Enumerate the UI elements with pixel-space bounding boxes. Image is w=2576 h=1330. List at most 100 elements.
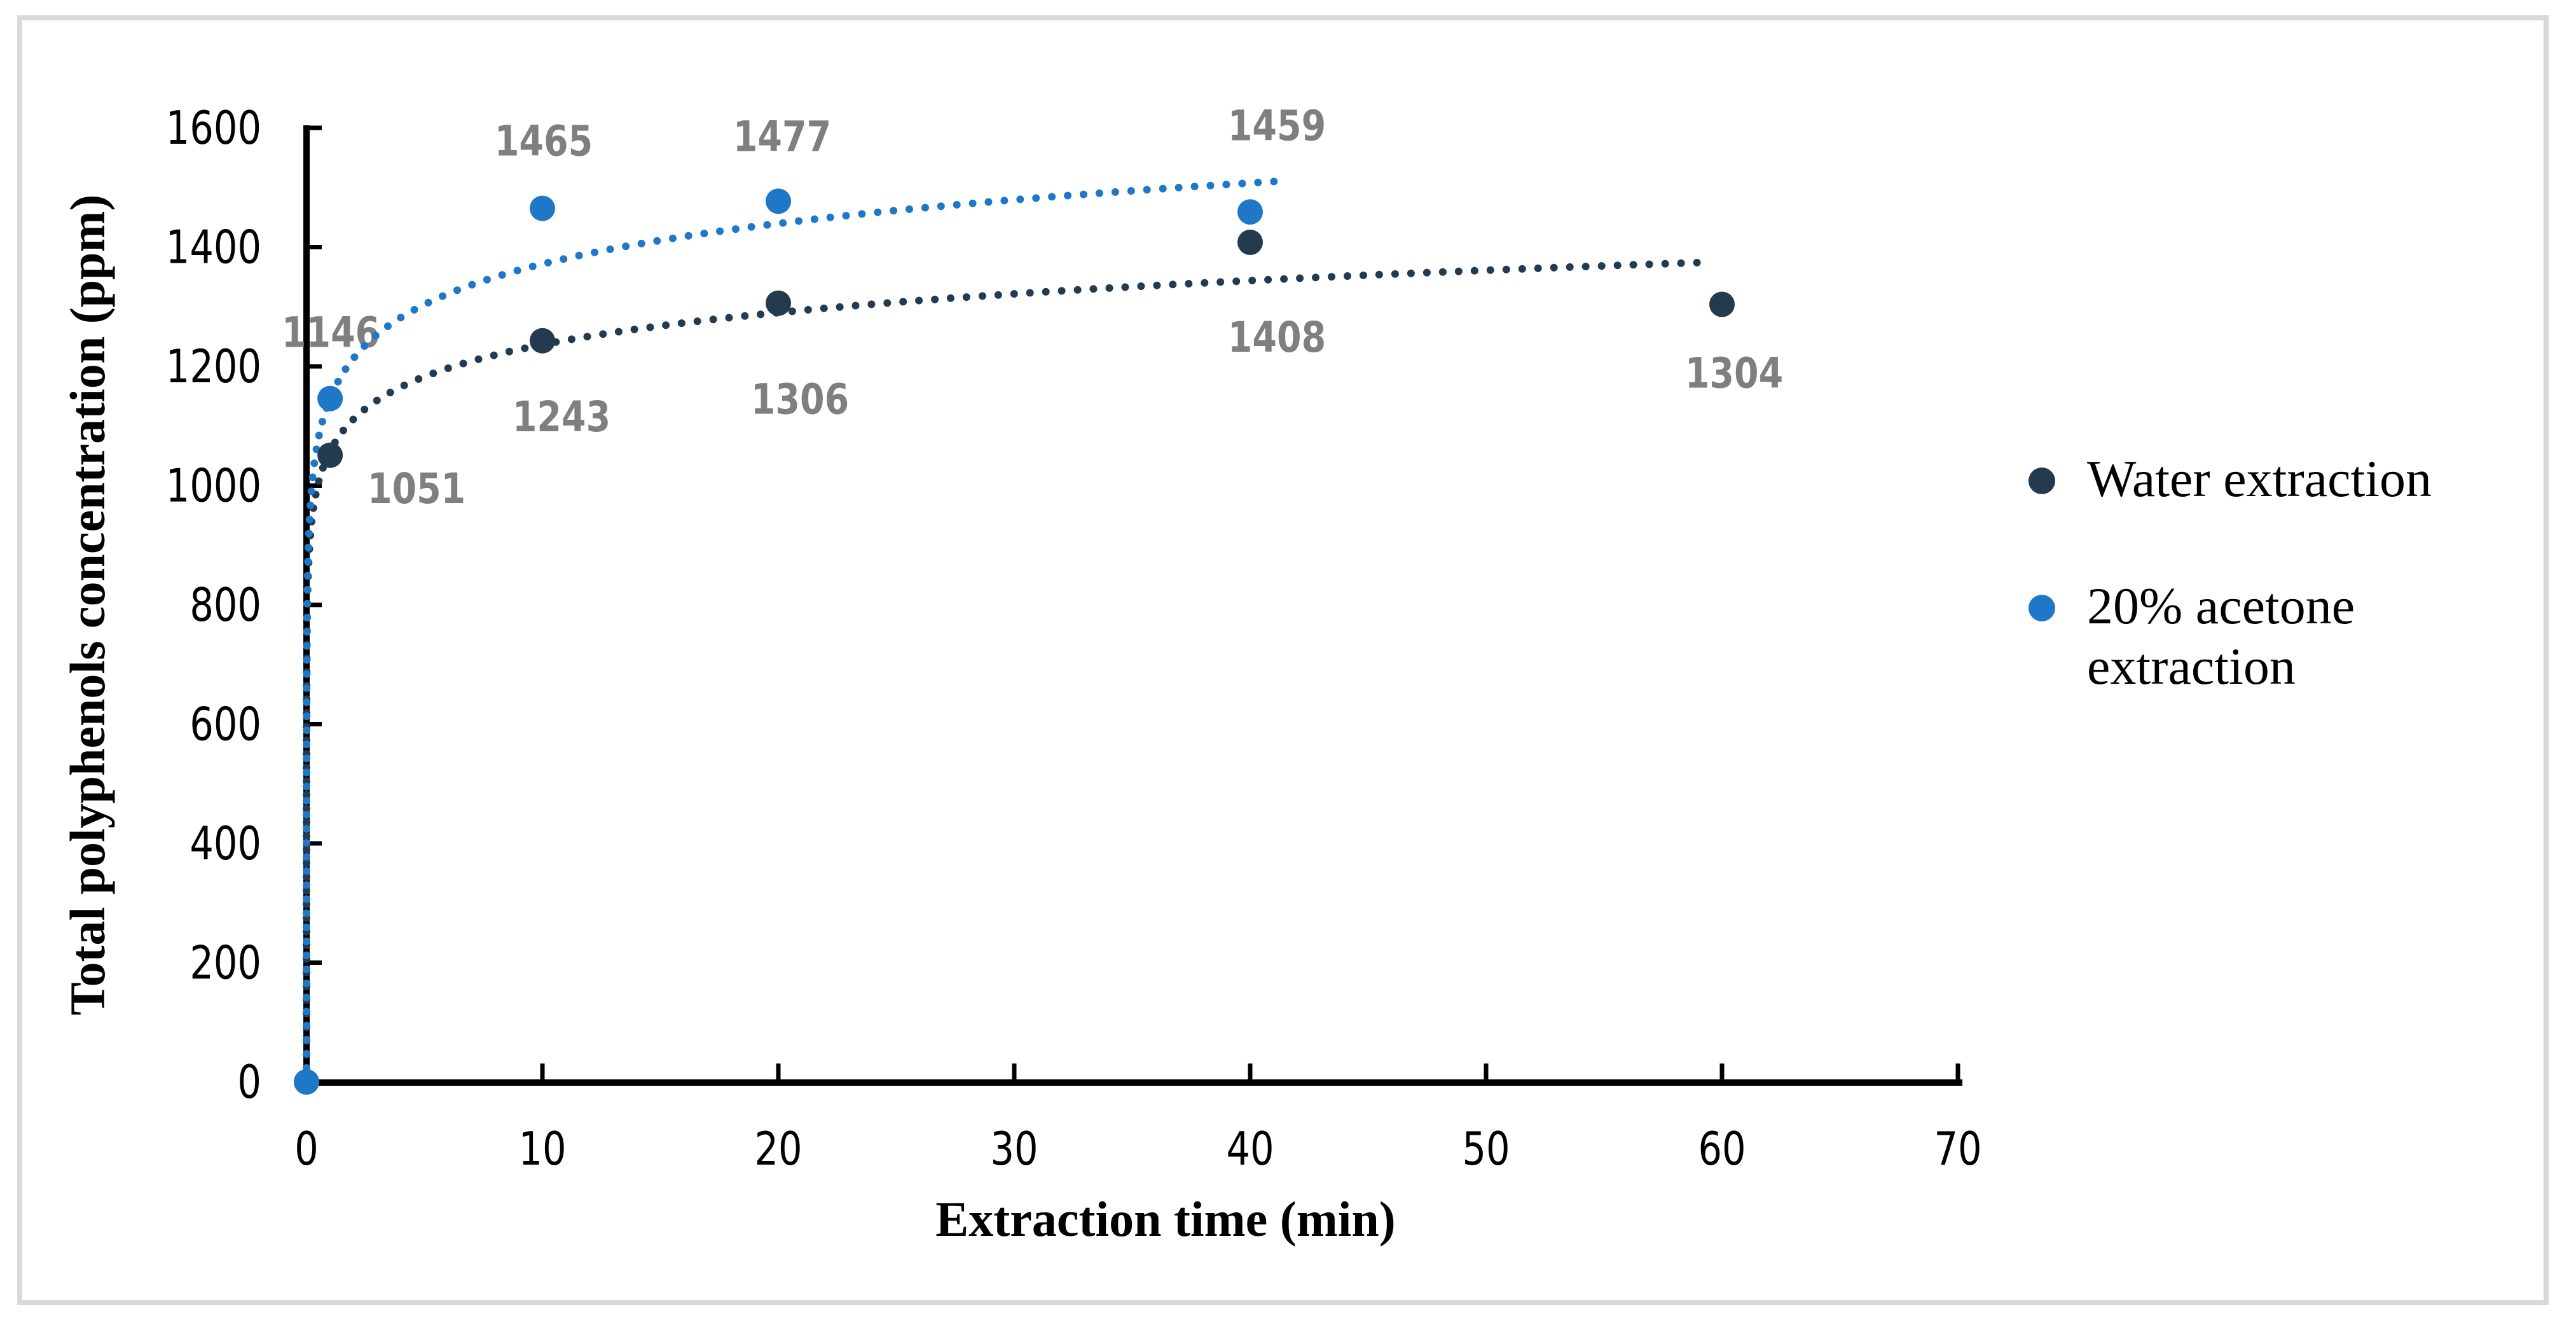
trendline-dot	[1248, 277, 1257, 284]
trendline-dot	[315, 431, 323, 440]
trendline-dot	[361, 405, 369, 413]
trendline-dot	[544, 258, 552, 267]
trendline-dot	[1581, 263, 1590, 270]
trendline-dot	[303, 1022, 310, 1030]
trendline-dot	[303, 909, 310, 917]
trendline-dot	[1454, 267, 1463, 275]
data-point	[530, 328, 555, 354]
trendline-dot	[453, 286, 461, 294]
trendline-dot	[1174, 183, 1183, 191]
trendline-dot	[339, 426, 347, 434]
trendline-dot	[1296, 274, 1304, 282]
trendline-dot	[303, 740, 311, 749]
trendline-dot	[560, 255, 568, 263]
trendline-dot	[1661, 260, 1669, 268]
trendline-dot	[1280, 275, 1288, 283]
trendline-dot	[1645, 260, 1653, 268]
data-label: 1146	[282, 308, 380, 357]
trendline-dot	[361, 342, 369, 350]
trendline-dot	[716, 227, 724, 235]
trendline-dot	[1089, 285, 1098, 293]
trendline-dot	[303, 966, 310, 974]
trendline-dot	[468, 281, 476, 289]
trendline-dot	[1095, 189, 1103, 197]
trendline-dot	[303, 712, 311, 721]
trendline-dot	[630, 325, 638, 333]
trendline-dot	[953, 200, 961, 209]
trendline-dot	[397, 314, 405, 322]
trendline-dot	[915, 296, 923, 305]
trendline-dot	[303, 642, 311, 650]
trendline-dot	[1360, 271, 1367, 279]
x-axis-tick-label: 50	[1462, 1122, 1510, 1175]
legend-entry: Water extraction	[2028, 448, 2432, 509]
trendline-dot	[709, 315, 717, 324]
chart-border	[17, 15, 2549, 1305]
trendline-dot	[1216, 278, 1225, 286]
x-axis-tick-label: 40	[1226, 1122, 1274, 1175]
data-label: 1306	[751, 375, 849, 424]
trendline-dot	[741, 312, 749, 320]
trendline-dot	[1550, 263, 1558, 272]
trendline-dot	[439, 292, 446, 300]
trendline-dot	[513, 267, 521, 275]
trendline-dot	[303, 572, 312, 579]
trendline-dot	[1190, 183, 1199, 191]
trendline-dot	[528, 262, 537, 270]
trendline-dot	[444, 364, 452, 372]
trendline-dot	[1185, 280, 1193, 287]
trendline-dot	[1328, 273, 1335, 281]
trendline-dot	[303, 887, 310, 895]
trendline-dot	[1201, 279, 1209, 287]
trendline-dot	[599, 330, 607, 338]
trendline-dot	[305, 529, 313, 537]
trendline-dot	[1502, 265, 1510, 274]
trendline-dot	[693, 317, 701, 326]
legend-entry-label: 20% acetone extraction	[2087, 577, 2355, 695]
trendline-dot	[303, 873, 310, 881]
trendline-dot	[842, 212, 850, 220]
trendline-dot	[1127, 187, 1135, 195]
trendline-dot	[1159, 184, 1167, 193]
trendline-dot	[303, 586, 312, 594]
trendline-dot	[410, 306, 418, 314]
trendline-dot	[303, 900, 310, 908]
trendline-dot	[1111, 188, 1119, 196]
trendline-dot	[1693, 258, 1701, 267]
trendline-dot	[1613, 261, 1622, 270]
trendline-dot	[1312, 274, 1319, 282]
trendline-dot	[371, 331, 380, 340]
legend-marker-circle-icon	[2028, 595, 2055, 621]
trendline-dot	[303, 726, 311, 735]
trendline-dot	[303, 1049, 310, 1058]
trendline-dot	[947, 294, 954, 302]
data-label: 1459	[1228, 102, 1326, 151]
trendline-dot	[1042, 287, 1050, 296]
trendline-dot	[1270, 177, 1278, 186]
trendline-dot	[303, 859, 310, 868]
trendline-dot	[1000, 197, 1009, 205]
trendline-dot	[303, 839, 310, 847]
data-point	[766, 188, 791, 214]
trendline-dot	[622, 242, 630, 251]
trendline-dot	[303, 937, 310, 945]
trendline-dot	[303, 614, 311, 622]
trendline-dot	[1566, 263, 1574, 271]
x-axis-tick-label: 60	[1698, 1122, 1746, 1175]
y-axis-tick-label: 200	[189, 936, 261, 990]
trendline-dot	[606, 245, 614, 253]
trendline-dot	[646, 323, 654, 331]
trendline-dot	[303, 791, 310, 799]
trendline-dot	[1232, 277, 1241, 286]
trendline-dot	[747, 223, 755, 231]
trendline-dot	[788, 307, 796, 315]
trendline-dot	[1422, 268, 1431, 277]
trendline-dot	[505, 347, 513, 356]
y-axis-tick-label: 600	[189, 698, 261, 751]
trendline-dot	[583, 333, 591, 341]
trendline-dot	[303, 777, 310, 786]
trendline-dot	[349, 415, 357, 424]
trendline-dot	[994, 291, 1002, 299]
